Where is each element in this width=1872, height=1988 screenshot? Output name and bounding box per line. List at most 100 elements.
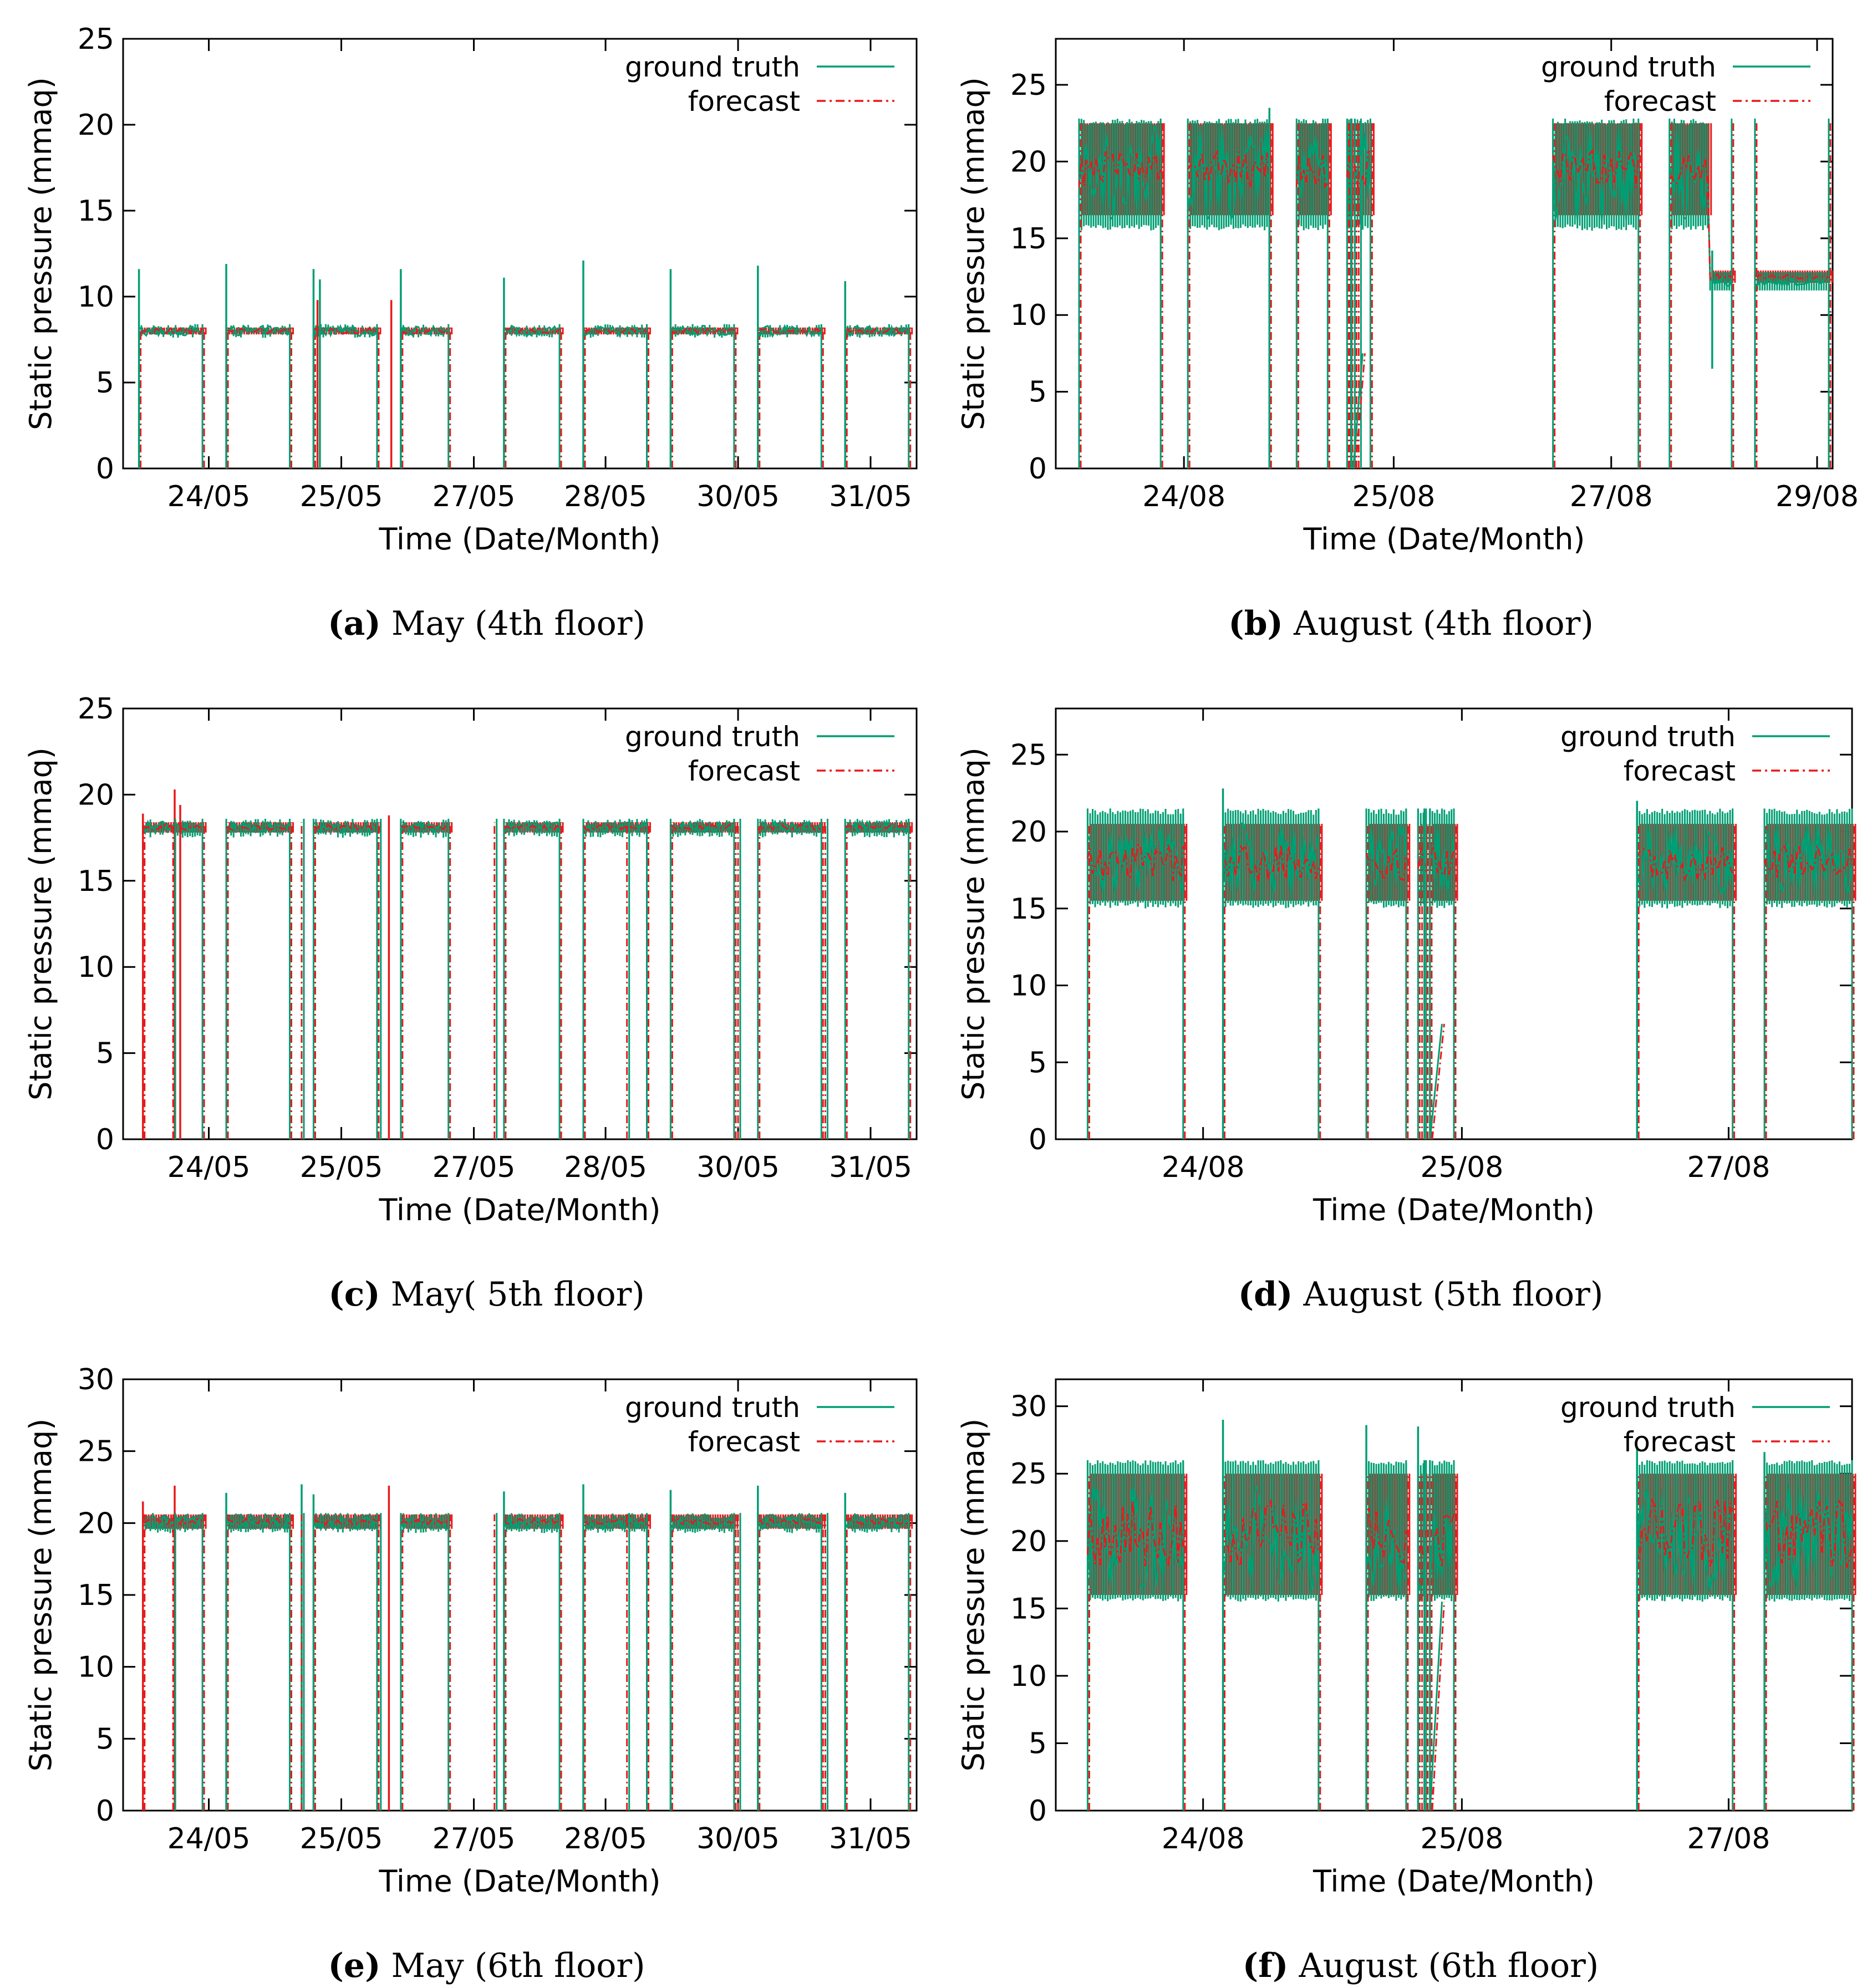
chart-panel-e: 0 5 10 15 20 25 30 24/05 25/05 27/05 28/05 30/05 31/… [23, 1363, 918, 1985]
x-tick-label: 28/05 [564, 1151, 647, 1184]
forecast-line [313, 824, 378, 832]
forecast-line [1552, 149, 1640, 188]
y-tick-label: 25 [78, 1435, 114, 1469]
y-tick-label: 5 [96, 1037, 114, 1071]
y-tick-label: 10 [1010, 1660, 1047, 1693]
y-tick-label: 30 [78, 1363, 114, 1396]
x-tick-label: 24/08 [1142, 480, 1225, 513]
x-tick-label: 30/05 [696, 480, 780, 513]
caption-letter: (c) [328, 1275, 380, 1314]
caption-text: August (6th floor) [1288, 1946, 1599, 1985]
forecast-line [757, 1517, 822, 1526]
ground-truth-line [142, 819, 203, 836]
y-tick-label: 15 [78, 1579, 114, 1612]
forecast-line [1429, 1513, 1455, 1568]
forecast-line [400, 1518, 449, 1526]
ground-truth-line [1365, 1495, 1407, 1592]
ground-truth-line [1087, 826, 1184, 893]
x-tick-label: 30/05 [696, 1822, 780, 1856]
forecast-line [400, 327, 449, 335]
y-tick-label: 15 [1010, 1592, 1047, 1625]
caption-letter: (d) [1238, 1275, 1293, 1314]
forecast-line [670, 327, 735, 335]
forecast-line [503, 1517, 560, 1526]
y-tick-label: 20 [78, 778, 114, 812]
caption-text: May (4th floor) [381, 604, 645, 643]
forecast-line [1636, 1498, 1734, 1567]
y-tick-label: 10 [1010, 299, 1047, 332]
legend-ground-truth-label: ground truth [1560, 721, 1736, 753]
forecast-line [1763, 844, 1853, 879]
forecast-line [1078, 149, 1162, 188]
subfigure-caption: (f) August (6th floor) [1243, 1946, 1599, 1985]
forecast-line [1763, 1499, 1853, 1568]
y-tick-label: 5 [1029, 1727, 1047, 1760]
forecast-line [226, 327, 291, 334]
ground-truth-ramp [1429, 1602, 1443, 1811]
ground-truth-line [400, 820, 449, 835]
forecast-line [1222, 1498, 1320, 1569]
y-tick-label: 25 [78, 692, 114, 726]
ground-truth-line [1429, 1509, 1455, 1587]
ground-truth-line [503, 1515, 560, 1532]
y-tick-label: 5 [96, 1722, 114, 1756]
x-axis-label: Time (Date/Month) [379, 1192, 661, 1227]
y-axis-label: Static pressure (mmaq) [23, 1419, 58, 1772]
chart-panel-b: 0 5 10 15 20 25 24/08 25/08 27/08 29/08 Time (Date… [956, 38, 1859, 643]
y-tick-label: 5 [96, 366, 114, 400]
x-tick-label: 28/05 [564, 1822, 647, 1856]
y-tick-label: 0 [1029, 1123, 1047, 1156]
ground-truth-line [757, 1514, 822, 1531]
x-axis-label: Time (Date/Month) [1303, 522, 1585, 557]
series-area [1086, 788, 1856, 1140]
y-tick-label: 25 [1010, 738, 1047, 772]
forecast-line [670, 823, 735, 831]
forecast-line [1365, 847, 1407, 883]
caption-text: August (5th floor) [1293, 1275, 1603, 1314]
forecast-line [1669, 155, 1732, 282]
legend-forecast-label: forecast [1604, 85, 1716, 118]
x-tick-label: 27/05 [433, 1822, 516, 1856]
subfigure-caption: (a) May (4th floor) [328, 604, 645, 643]
y-tick-label: 10 [78, 1651, 114, 1684]
chart-panel-c: 0 5 10 15 20 25 24/05 25/05 27/05 28/05 30/05 31/05… [23, 692, 918, 1314]
x-tick-label: 25/05 [300, 1151, 383, 1184]
ground-truth-line [1222, 822, 1320, 895]
y-tick-label: 10 [1010, 970, 1047, 1003]
ground-truth-line [757, 324, 822, 338]
y-tick-label: 20 [1010, 145, 1047, 179]
y-axis-label: Static pressure (mmaq) [956, 77, 991, 430]
x-axis-label: Time (Date/Month) [379, 1864, 661, 1899]
plot-frame [1055, 38, 1834, 470]
forecast-ramp [1355, 353, 1366, 469]
y-tick-label: 20 [78, 109, 114, 142]
forecast-line [143, 1517, 203, 1526]
caption-letter: (b) [1228, 604, 1283, 643]
forecast-line [1354, 151, 1371, 189]
x-tick-label: 30/05 [696, 1151, 780, 1184]
ground-truth-line [1086, 1485, 1184, 1589]
forecast-line [582, 823, 647, 831]
y-tick-label: 15 [1010, 222, 1047, 256]
x-tick-label: 29/08 [1776, 480, 1859, 513]
series-area [142, 1484, 913, 1811]
y-tick-label: 0 [1029, 452, 1047, 486]
legend-forecast-label: forecast [688, 755, 800, 787]
x-tick-label: 31/05 [829, 1822, 912, 1856]
x-axis-label: Time (Date/Month) [1313, 1192, 1595, 1227]
ground-truth-line [1354, 131, 1371, 199]
ground-truth-line [1763, 824, 1853, 896]
subfigure-caption: (b) August (4th floor) [1228, 604, 1594, 643]
x-tick-label: 27/08 [1687, 1822, 1770, 1856]
legend-ground-truth-label: ground truth [625, 51, 800, 83]
forecast-line [1429, 843, 1455, 878]
legend-ground-truth-label: ground truth [625, 1391, 800, 1424]
y-tick-label: 10 [78, 951, 114, 984]
forecast-line [226, 824, 291, 832]
chart-panel-d: 0 5 10 15 20 25 24/08 25/08 27/08 Time (Date/Mont… [956, 707, 1856, 1314]
x-tick-label: 31/05 [829, 1151, 912, 1184]
caption-letter: (f) [1243, 1946, 1289, 1985]
ground-truth-line [1668, 130, 1733, 287]
